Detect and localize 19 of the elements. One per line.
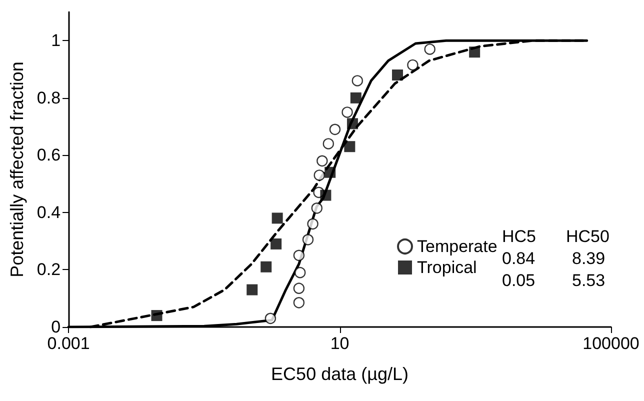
x-axis-title: EC50 data (µg/L) xyxy=(271,364,408,384)
y-tick-label: 0.6 xyxy=(36,146,61,165)
legend-label: Temperate xyxy=(417,237,498,256)
annotation: HC50 xyxy=(566,227,610,246)
y-axis-title: Potentially affected fraction xyxy=(7,62,27,278)
annotation: 8.39 xyxy=(572,249,606,268)
annotation: 5.53 xyxy=(572,271,606,290)
y-tick-label: 0.4 xyxy=(36,202,61,222)
x-tick-label: 10 xyxy=(330,334,350,353)
legend-label: Tropical xyxy=(417,258,477,277)
y-tick-label: 0.2 xyxy=(36,260,61,280)
y-tick-label: 0.8 xyxy=(36,88,61,108)
annotation: HC5 xyxy=(502,227,536,246)
y-tick-label: 0 xyxy=(51,318,61,336)
x-tick-label: 100000 xyxy=(582,334,640,353)
annotation: 0.84 xyxy=(502,249,536,268)
y-tick-label: 1 xyxy=(51,31,61,50)
x-tick-label: 0.001 xyxy=(47,334,90,353)
annotation: 0.05 xyxy=(502,271,536,290)
